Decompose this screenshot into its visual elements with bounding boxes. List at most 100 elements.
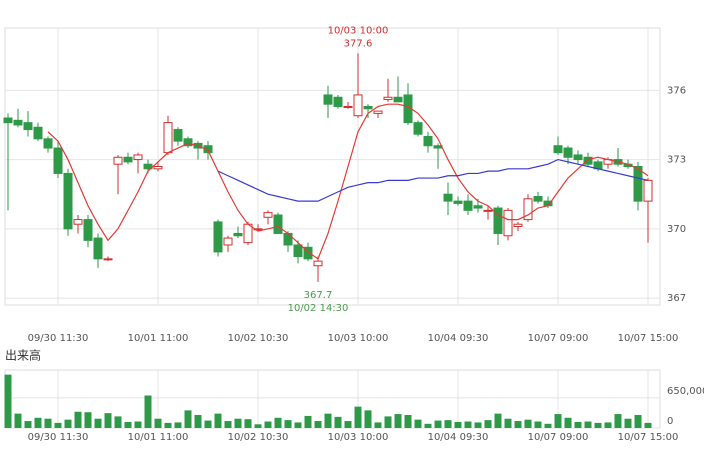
candle-body [373, 110, 383, 114]
volume-bar [114, 416, 122, 428]
x-tick-label: 09/30 11:30 [28, 333, 89, 344]
candle-body [23, 122, 33, 131]
volume-bar [454, 421, 462, 428]
y-tick-label: 0 [667, 416, 673, 427]
candle-body [643, 179, 653, 202]
candle-body [503, 209, 513, 237]
candle-body [463, 200, 473, 211]
candle-body [53, 147, 63, 174]
y-tick-label: 373 [667, 155, 686, 166]
candle-body [523, 198, 533, 221]
moving-average-line [217, 158, 649, 202]
volume-bar [504, 418, 512, 428]
x-tick-label: 09/30 11:30 [28, 432, 89, 443]
moving-average-line [47, 103, 649, 260]
volume-bar [554, 414, 562, 428]
candle-body [123, 156, 133, 163]
x-tick-label: 10/07 09:00 [528, 432, 589, 443]
candle-body [33, 126, 43, 140]
candle-body [213, 221, 223, 253]
x-tick-label: 10/04 09:30 [428, 333, 489, 344]
volume-bar [344, 421, 352, 428]
candle-body [323, 94, 333, 105]
x-tick-label: 10/03 10:00 [328, 432, 389, 443]
x-tick-label: 10/07 15:00 [618, 333, 679, 344]
volume-bar [144, 395, 152, 428]
volume-bar [604, 422, 612, 428]
candle-body [173, 129, 183, 142]
candle-body [113, 156, 123, 165]
price-frame [4, 27, 661, 306]
candle-body [203, 145, 213, 154]
candle-body [633, 166, 643, 202]
volume-bar [494, 413, 502, 428]
volume-bar [514, 421, 522, 428]
annotation-time: 10/02 14:30 [288, 303, 349, 314]
candle-body [483, 209, 493, 212]
volume-bar [484, 420, 492, 428]
volume-bar [364, 410, 372, 428]
x-tick-label: 10/04 09:30 [428, 432, 489, 443]
volume-bar [354, 406, 362, 428]
volume-bar [374, 422, 382, 428]
volume-bar [564, 417, 572, 428]
volume-bar [34, 417, 42, 428]
y-tick-label: 376 [667, 85, 686, 96]
candle-body [273, 214, 283, 234]
volume-bar [244, 419, 252, 428]
x-tick-label: 10/02 10:30 [228, 333, 289, 344]
candle-body [73, 219, 83, 225]
volume-bar [134, 421, 142, 428]
volume-bar [204, 420, 212, 428]
volume-title: 出来高 [5, 348, 41, 363]
volume-bar [104, 413, 112, 428]
candle-body [573, 154, 583, 161]
x-tick-label: 10/01 11:00 [128, 432, 189, 443]
candle-body [423, 135, 433, 147]
volume-bar [624, 418, 632, 428]
volume-bar [24, 421, 32, 428]
candle-body [493, 207, 503, 234]
x-tick-label: 10/01 11:00 [128, 333, 189, 344]
volume-bar [284, 420, 292, 428]
volume-bar [574, 421, 582, 428]
volume-bar [254, 424, 262, 428]
volume-bar [414, 419, 422, 428]
candle-body [63, 172, 73, 230]
candle-body [153, 166, 163, 170]
annotation-value: 367.7 [304, 290, 333, 301]
candle-body [553, 145, 563, 154]
volume-bar [394, 414, 402, 428]
candle-body [223, 237, 233, 246]
volume-bar [524, 419, 532, 428]
candle-body [313, 260, 323, 267]
volume-bar [304, 415, 312, 428]
y-tick-label: 370 [667, 224, 686, 235]
y-tick-label: 367 [667, 293, 686, 304]
candle-body [363, 105, 373, 110]
volume-bar [154, 418, 162, 428]
volume-bar [384, 416, 392, 428]
candle-body [133, 154, 143, 161]
candle-body [393, 96, 403, 103]
candle-body [473, 205, 483, 209]
candle-body [243, 223, 253, 244]
volume-bar [294, 422, 302, 428]
candle-body [233, 232, 243, 237]
candle-body [533, 196, 543, 202]
volume-bar [184, 410, 192, 428]
candle-body [583, 156, 593, 165]
x-tick-label: 10/07 15:00 [618, 432, 679, 443]
candle-body [443, 193, 453, 202]
candle-body [13, 119, 23, 126]
volume-bar [64, 419, 72, 428]
candle-body [413, 122, 423, 135]
volume-bar [424, 423, 432, 428]
candle-body [513, 223, 523, 228]
candle-body [343, 105, 353, 108]
candle-body [333, 96, 343, 107]
candle-body [453, 200, 463, 204]
candle-body [563, 147, 573, 158]
x-tick-label: 10/07 09:00 [528, 333, 589, 344]
